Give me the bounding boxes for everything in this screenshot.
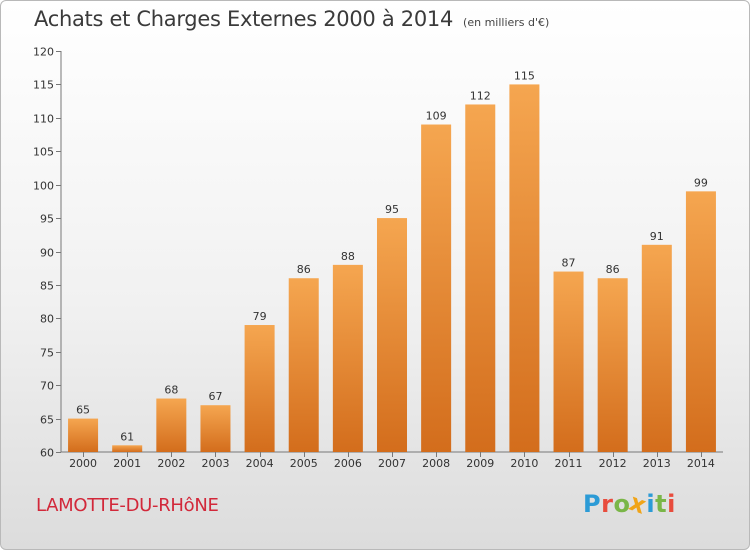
y-tick-label: 120 — [33, 46, 54, 59]
x-tick-label: 2001 — [113, 457, 141, 470]
bar-value-label: 95 — [385, 203, 399, 216]
x-tick-label: 2012 — [599, 457, 627, 470]
bar-value-label: 86 — [606, 263, 620, 276]
y-tick-label: 110 — [33, 113, 54, 126]
bar-value-label: 87 — [562, 257, 576, 270]
proxiti-logo[interactable]: Proxiti — [583, 488, 676, 520]
chart-title: Achats et Charges Externes 2000 à 2014 (e… — [34, 7, 549, 31]
bar — [244, 325, 275, 452]
chart-subtitle: (en milliers d'€) — [463, 16, 550, 29]
y-tick-label: 65 — [40, 414, 54, 427]
bar — [376, 218, 408, 452]
y-tick-label: 100 — [33, 180, 54, 193]
bar — [685, 191, 716, 452]
bar-value-label: 79 — [253, 310, 267, 323]
x-tick-label: 2008 — [422, 457, 450, 470]
bar — [421, 124, 452, 453]
bar-value-label: 61 — [120, 430, 134, 443]
x-tick-label: 2009 — [466, 457, 494, 470]
x-tick-label: 2014 — [687, 457, 715, 470]
x-tick-label: 2011 — [555, 457, 583, 470]
bar-value-label: 115 — [514, 69, 535, 82]
bar-value-label: 67 — [208, 390, 222, 403]
bars — [68, 84, 716, 453]
bar — [332, 264, 363, 452]
bar — [156, 398, 187, 452]
city-name: LAMOTTE-DU-RHôNE — [36, 495, 219, 516]
bar-value-label: 99 — [694, 176, 708, 189]
bar — [509, 84, 540, 453]
x-tick-label: 2013 — [643, 457, 671, 470]
bar-value-label: 68 — [164, 384, 178, 397]
y-axis: 60 65 70 75 80 85 90 95 100 105 110 115 120 — [33, 46, 62, 460]
bar — [553, 271, 584, 452]
bar-value-label: 88 — [341, 250, 355, 263]
bar-value-label: 86 — [297, 263, 311, 276]
y-tick-label: 60 — [40, 447, 54, 460]
y-tick-label: 105 — [33, 146, 54, 159]
bar — [465, 104, 496, 452]
x-tick-label: 2006 — [334, 457, 362, 470]
y-tick-label: 115 — [33, 79, 54, 92]
x-tick-label: 2002 — [157, 457, 185, 470]
bar — [200, 405, 231, 452]
x-tick-label: 2005 — [290, 457, 318, 470]
x-tick-label: 2000 — [69, 457, 97, 470]
y-tick-label: 80 — [40, 313, 54, 326]
bar — [641, 244, 672, 452]
bar — [597, 278, 628, 452]
bar-value-label: 91 — [650, 230, 664, 243]
y-tick-label: 85 — [40, 280, 54, 293]
bar — [288, 278, 319, 452]
bar-value-label: 109 — [426, 110, 447, 123]
bar-value-label: 112 — [470, 89, 491, 102]
x-tick-label: 2004 — [246, 457, 274, 470]
x-tick-label: 2007 — [378, 457, 406, 470]
bar — [68, 418, 99, 452]
y-tick-label: 90 — [40, 247, 54, 260]
bar — [112, 445, 143, 452]
y-tick-label: 75 — [40, 347, 54, 360]
y-tick-label: 95 — [40, 213, 54, 226]
x-tick-label: 2010 — [510, 457, 538, 470]
x-axis: 2000 2001 2002 2003 2004 2005 2006 2007 2008 2009… — [61, 451, 723, 470]
y-tick-label: 70 — [40, 380, 54, 393]
value-labels: 65 61 68 67 79 86 88 95 109 112 115 87 86 91 99 — [76, 69, 708, 443]
chart-title-text: Achats et Charges Externes 2000 à 2014 — [34, 7, 454, 31]
x-tick-label: 2003 — [201, 457, 229, 470]
bar-value-label: 65 — [76, 404, 90, 417]
